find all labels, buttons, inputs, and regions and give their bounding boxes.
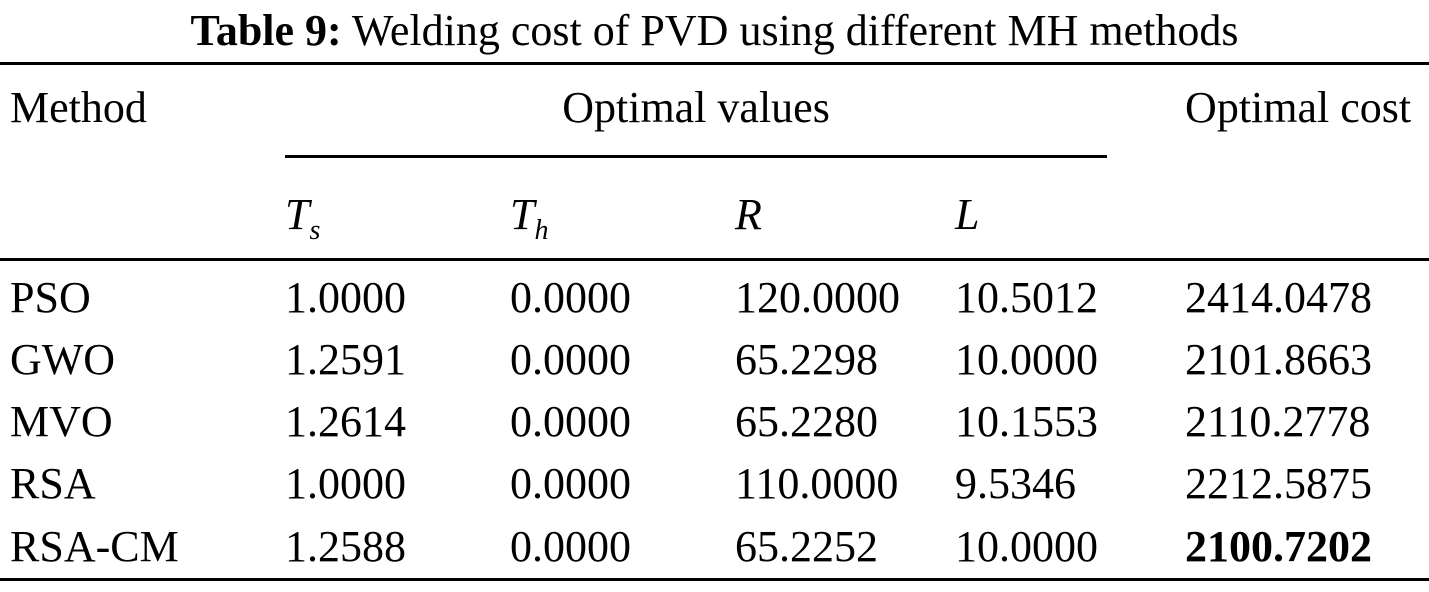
th-cell: 0.0000 [510,273,631,323]
r-base: R [735,190,762,240]
r-cell: 65.2252 [735,521,878,571]
column-header-r: R [735,158,955,260]
cost-cell: 2414.0478 [1185,273,1373,323]
th-base: T [510,190,535,240]
ts-cell: 1.0000 [285,273,406,323]
l-cell: 10.0000 [955,335,1098,385]
l-base: L [955,190,980,240]
ts-cell: 1.2591 [285,335,406,385]
header-row-subcolumns: Ts Th R L [0,158,1429,260]
optimal-values-rule: Optimal values [285,79,1108,159]
method-cell: MVO [10,397,113,447]
cost-cell-best: 2100.7202 [1185,521,1373,571]
column-header-optimal-cost: Optimal cost [1185,83,1412,133]
ts-subscript: s [309,215,321,247]
table-caption-label: Table 9: [190,6,342,55]
ts-cell: 1.2614 [285,397,406,447]
th-cell: 0.0000 [510,335,631,385]
r-cell: 65.2298 [735,335,878,385]
table-row: PSO 1.0000 0.0000 120.0000 10.5012 2414.… [0,260,1429,330]
table-caption-text: Welding cost of PVD using different MH m… [351,6,1239,55]
th-cell: 0.0000 [510,397,631,447]
column-header-l: L [955,158,1185,260]
results-table: Method Optimal values Optimal cost Ts Th… [0,65,1429,581]
th-cell: 0.0000 [510,521,631,571]
l-cell: 10.1553 [955,397,1098,447]
l-cell: 9.5346 [955,459,1076,509]
cost-cell: 2212.5875 [1185,459,1373,509]
l-cell: 10.5012 [955,273,1098,323]
method-cell: PSO [10,273,91,323]
header-row-groups: Method Optimal values Optimal cost [0,65,1429,159]
method-cell: GWO [10,335,116,385]
table-row: GWO 1.2591 0.0000 65.2298 10.0000 2101.8… [0,329,1429,391]
table-body: PSO 1.0000 0.0000 120.0000 10.5012 2414.… [0,260,1429,579]
column-header-method: Method [10,83,147,133]
column-header-th: Th [510,158,735,260]
method-cell: RSA [10,459,96,509]
column-group-optimal-values-label: Optimal values [562,83,830,133]
table-header: Method Optimal values Optimal cost Ts Th… [0,65,1429,260]
column-group-optimal-values: Optimal values [285,65,1185,159]
l-cell: 10.0000 [955,521,1098,571]
cost-cell: 2110.2778 [1185,397,1371,447]
column-header-ts: Ts [285,158,510,260]
ts-cell: 1.2588 [285,521,406,571]
cost-cell: 2101.8663 [1185,335,1373,385]
table-caption: Table 9: Welding cost of PVD using diffe… [0,0,1429,66]
ts-base: T [285,190,310,240]
th-cell: 0.0000 [510,459,631,509]
ts-cell: 1.0000 [285,459,406,509]
r-cell: 65.2280 [735,397,878,447]
method-cell: RSA-CM [10,521,179,571]
r-cell: 120.0000 [735,273,900,323]
table-row: RSA 1.0000 0.0000 110.0000 9.5346 2212.5… [0,453,1429,515]
table-row: RSA-CM 1.2588 0.0000 65.2252 10.0000 210… [0,516,1429,580]
th-subscript: h [534,215,549,247]
r-cell: 110.0000 [735,459,899,509]
table-row: MVO 1.2614 0.0000 65.2280 10.1553 2110.2… [0,391,1429,453]
